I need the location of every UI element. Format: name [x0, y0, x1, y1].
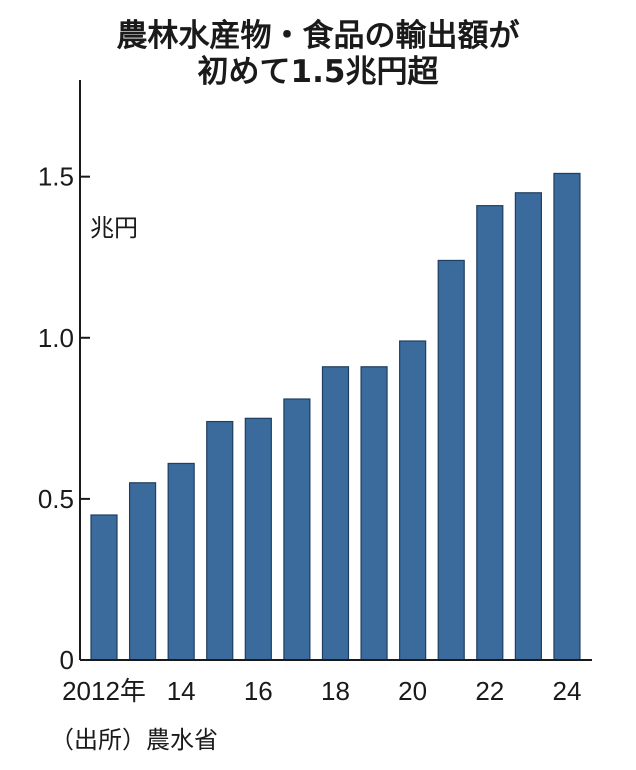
- x-tick-label: 14: [167, 676, 196, 706]
- chart-title-line1: 農林水産物・食品の輸出額が: [116, 18, 520, 54]
- y-tick-label: 0.5: [38, 484, 74, 514]
- y-tick-label: 1.5: [38, 162, 74, 192]
- bar-2013: [128, 482, 157, 661]
- bar-2014: [167, 462, 195, 661]
- bar-2018: [321, 366, 350, 661]
- x-tick-label: 24: [552, 676, 581, 706]
- x-tick-label: 16: [244, 676, 273, 706]
- bar-2012: [90, 514, 118, 661]
- source-note: （出所）農水省: [50, 726, 218, 754]
- bar-2020: [399, 340, 427, 661]
- bar-2021: [437, 259, 465, 661]
- x-tick-label: 2012年: [62, 676, 146, 706]
- y-tick-label: 0: [60, 645, 74, 675]
- x-tick-label: 18: [321, 676, 350, 706]
- bar-2016: [244, 417, 272, 661]
- bar-2024: [553, 172, 581, 661]
- bar-2017: [283, 398, 311, 661]
- chart-title-line2: 初めて1.5兆円超: [197, 54, 439, 90]
- bar-2015: [206, 420, 234, 661]
- bar-2023: [514, 192, 542, 661]
- unit-label: 兆円: [90, 214, 138, 242]
- x-tick-label: 20: [398, 676, 427, 706]
- x-tick-label: 22: [475, 676, 504, 706]
- y-tick-label: 1.0: [38, 323, 74, 353]
- bar-2019: [360, 366, 388, 661]
- bar-2022: [476, 205, 504, 661]
